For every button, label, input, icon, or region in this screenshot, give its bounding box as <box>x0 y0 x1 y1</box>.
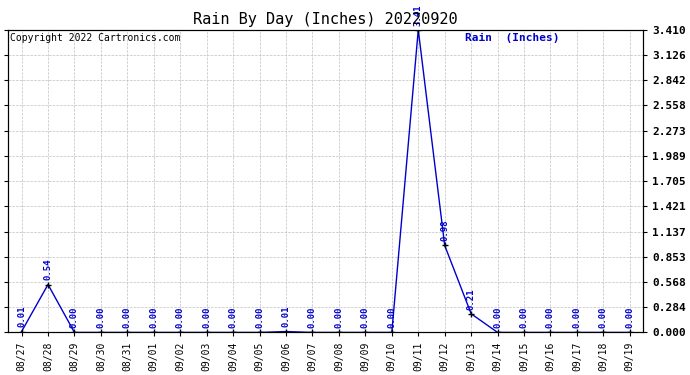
Text: 0.00: 0.00 <box>387 307 396 328</box>
Text: 0.00: 0.00 <box>97 307 106 328</box>
Text: 3.41: 3.41 <box>414 4 423 26</box>
Text: 0.00: 0.00 <box>361 307 370 328</box>
Text: Rain  (Inches): Rain (Inches) <box>465 33 560 43</box>
Text: 0.98: 0.98 <box>440 220 449 241</box>
Text: 0.00: 0.00 <box>176 307 185 328</box>
Text: 0.00: 0.00 <box>335 307 344 328</box>
Title: Rain By Day (Inches) 20220920: Rain By Day (Inches) 20220920 <box>193 12 458 27</box>
Text: Copyright 2022 Cartronics.com: Copyright 2022 Cartronics.com <box>10 33 180 43</box>
Text: 0.54: 0.54 <box>43 259 52 280</box>
Text: 0.00: 0.00 <box>599 307 608 328</box>
Text: 0.00: 0.00 <box>625 307 634 328</box>
Text: 0.00: 0.00 <box>573 307 582 328</box>
Text: 0.00: 0.00 <box>255 307 264 328</box>
Text: 0.00: 0.00 <box>228 307 237 328</box>
Text: 0.01: 0.01 <box>17 306 26 327</box>
Text: 0.00: 0.00 <box>123 307 132 328</box>
Text: 0.00: 0.00 <box>149 307 158 328</box>
Text: 0.00: 0.00 <box>70 307 79 328</box>
Text: 0.00: 0.00 <box>308 307 317 328</box>
Text: 0.00: 0.00 <box>546 307 555 328</box>
Text: 0.21: 0.21 <box>466 288 475 310</box>
Text: 0.01: 0.01 <box>282 306 290 327</box>
Text: 0.00: 0.00 <box>520 307 529 328</box>
Text: 0.00: 0.00 <box>202 307 211 328</box>
Text: 0.00: 0.00 <box>493 307 502 328</box>
